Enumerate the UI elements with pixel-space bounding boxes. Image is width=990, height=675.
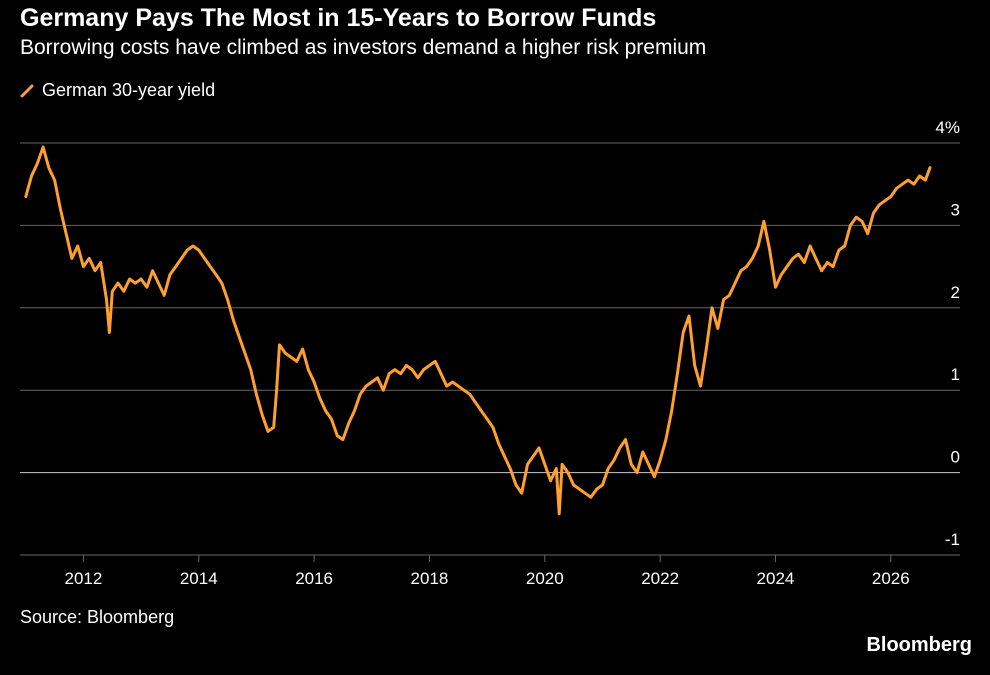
x-tick-label: 2026 [872, 569, 910, 588]
y-tick-label: 0 [951, 448, 960, 467]
bloomberg-logo: Bloomberg [866, 634, 972, 656]
y-tick-label: -1 [945, 530, 960, 549]
legend-label: German 30-year yield [42, 80, 216, 100]
legend-line-icon [20, 84, 34, 97]
chart-subtitle: Borrowing costs have climbed as investor… [20, 36, 707, 59]
y-tick-label: 1 [951, 365, 960, 384]
x-tick-label: 2020 [526, 569, 564, 588]
y-tick-label: 2 [951, 283, 960, 302]
chart-title: Germany Pays The Most in 15-Years to Bor… [20, 4, 657, 32]
source-note: Source: Bloomberg [20, 607, 175, 627]
y-tick-label: 3 [951, 200, 960, 219]
x-tick-label: 2016 [295, 569, 333, 588]
legend: German 30-year yield [20, 80, 215, 101]
x-tick-label: 2018 [411, 569, 449, 588]
x-tick-label: 2022 [641, 569, 679, 588]
y-tick-label: 4% [935, 118, 960, 137]
x-tick-label: 2014 [180, 569, 218, 588]
grid-lines [20, 142, 960, 556]
x-tick-label: 2012 [65, 569, 103, 588]
x-axis-ticks: 2012 2014 2016 2018 2020 2022 2024 2026 [65, 555, 910, 588]
series-line-german-30-year-yield [24, 145, 932, 516]
y-axis-ticks: 4% 3 2 1 0 -1 [935, 118, 960, 549]
x-tick-label: 2024 [757, 569, 795, 588]
